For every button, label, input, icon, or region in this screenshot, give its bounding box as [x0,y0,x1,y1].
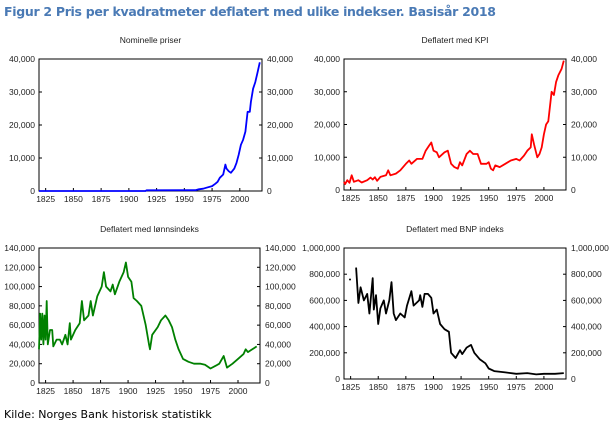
y-tick-label-left: 0 [335,185,340,195]
panel-title: Deflatert med KPI [421,35,488,45]
y-tick-label-left: 20,000 [314,120,340,130]
x-tick-label: 1875 [91,386,110,396]
y-tick-label-right: 0 [265,378,270,388]
y-tick-label-right: 120,000 [265,262,296,272]
chart-panel-3: Deflatert med lønnsindeks 0 0 20,000 20,000 4… [4,224,296,396]
y-tick-label-left: 0 [335,374,340,384]
x-tick-label: 2000 [229,386,248,396]
x-tick-label: 1950 [174,386,193,396]
x-tick-label: 1975 [507,193,526,203]
x-tick-label: 1850 [369,382,388,392]
x-tick-label: 2000 [230,194,249,204]
panel-title: Deflatert med lønnsindeks [100,224,199,234]
x-tick-label: 1850 [64,386,83,396]
y-tick-label-right: 30,000 [267,87,293,97]
y-tick-label-right: 0 [571,374,576,384]
y-tick-label-right: 0 [571,185,576,195]
y-tick-label-left: 10,000 [314,152,340,162]
series-line [355,267,564,376]
y-tick-label-left: 20,000 [9,120,35,130]
x-tick-label: 1875 [92,194,111,204]
figure-title: Figur 2 Pris per kvadratmeter deflatert … [4,4,496,19]
x-tick-label: 1975 [507,382,526,392]
y-tick-label-left: 120,000 [4,262,35,272]
x-tick-label: 1950 [479,193,498,203]
y-tick-label-right: 140,000 [265,243,296,253]
x-tick-label: 1875 [396,193,415,203]
y-tick-label-left: 140,000 [4,243,35,253]
x-tick-label: 1950 [175,194,194,204]
y-tick-label-left: 40,000 [9,54,35,64]
x-tick-label: 1850 [369,193,388,203]
series-line [343,60,565,185]
series-line [39,62,261,192]
x-tick-label: 1925 [146,386,165,396]
source-note: Kilde: Norges Bank historisk statistikk [4,408,212,421]
y-tick-label-left: 100,000 [4,282,35,292]
y-tick-label-left: 1,000,000 [302,243,340,253]
plot-frame [343,247,567,380]
y-tick-label-left: 40,000 [314,54,340,64]
y-tick-label-right: 80,000 [265,301,291,311]
plot-frame [38,247,261,384]
y-tick-label-left: 20,000 [9,359,35,369]
y-tick-label-left: 10,000 [9,153,35,163]
chart-panel-1: Nominelle priser 0 0 10,000 10,000 20,000 20,0… [9,35,293,204]
y-tick-label-right: 40,000 [265,339,291,349]
x-tick-label: 1950 [479,382,498,392]
x-tick-label: 1875 [396,382,415,392]
y-tick-label-left: 30,000 [9,87,35,97]
y-tick-label-left: 60,000 [9,320,35,330]
data-point [349,278,351,281]
chart-panel-4: Deflatert med BNP indeks 0 0 200,000 200,000… [302,224,609,392]
y-tick-label-left: 600,000 [309,295,340,305]
y-tick-label-right: 20,000 [267,120,293,130]
y-tick-label-right: 20,000 [265,359,291,369]
x-tick-label: 1900 [424,193,443,203]
y-tick-label-right: 200,000 [571,348,602,358]
y-tick-label-right: 40,000 [267,54,293,64]
y-tick-label-right: 400,000 [571,322,602,332]
x-tick-label: 1900 [119,194,138,204]
panel-title: Nominelle priser [120,35,182,45]
plot-frame [343,58,567,191]
y-tick-label-left: 200,000 [309,348,340,358]
series-line [38,261,258,370]
x-tick-label: 1900 [119,386,138,396]
y-tick-label-right: 600,000 [571,295,602,305]
y-tick-label-right: 800,000 [571,269,602,279]
y-tick-label-right: 0 [267,186,272,196]
y-tick-label-left: 0 [30,186,35,196]
x-tick-label: 2000 [534,193,553,203]
y-tick-label-left: 30,000 [314,87,340,97]
y-tick-label-left: 400,000 [309,322,340,332]
y-tick-label-right: 10,000 [267,153,293,163]
x-tick-label: 1825 [36,194,55,204]
x-tick-label: 1925 [452,382,471,392]
y-tick-label-left: 40,000 [9,339,35,349]
y-tick-label-right: 60,000 [265,320,291,330]
y-tick-label-right: 20,000 [571,120,597,130]
x-tick-label: 1925 [452,193,471,203]
x-tick-label: 1925 [147,194,166,204]
x-tick-label: 1825 [341,382,360,392]
y-tick-label-right: 40,000 [571,54,597,64]
chart-panel-2: Deflatert med KPI 0 0 10,000 10,000 20,000 20,… [314,35,597,203]
x-tick-label: 1975 [201,386,220,396]
x-tick-label: 1850 [64,194,83,204]
x-tick-label: 1825 [36,386,55,396]
panel-title: Deflatert med BNP indeks [406,224,504,234]
x-tick-label: 1900 [424,382,443,392]
x-tick-label: 1975 [203,194,222,204]
x-tick-label: 2000 [534,382,553,392]
y-tick-label-right: 100,000 [265,282,296,292]
y-tick-label-right: 30,000 [571,87,597,97]
y-tick-label-right: 1,000,000 [571,243,609,253]
x-tick-label: 1825 [341,193,360,203]
y-tick-label-left: 800,000 [309,269,340,279]
y-tick-label-left: 0 [30,378,35,388]
y-tick-label-left: 80,000 [9,301,35,311]
y-tick-label-right: 10,000 [571,152,597,162]
